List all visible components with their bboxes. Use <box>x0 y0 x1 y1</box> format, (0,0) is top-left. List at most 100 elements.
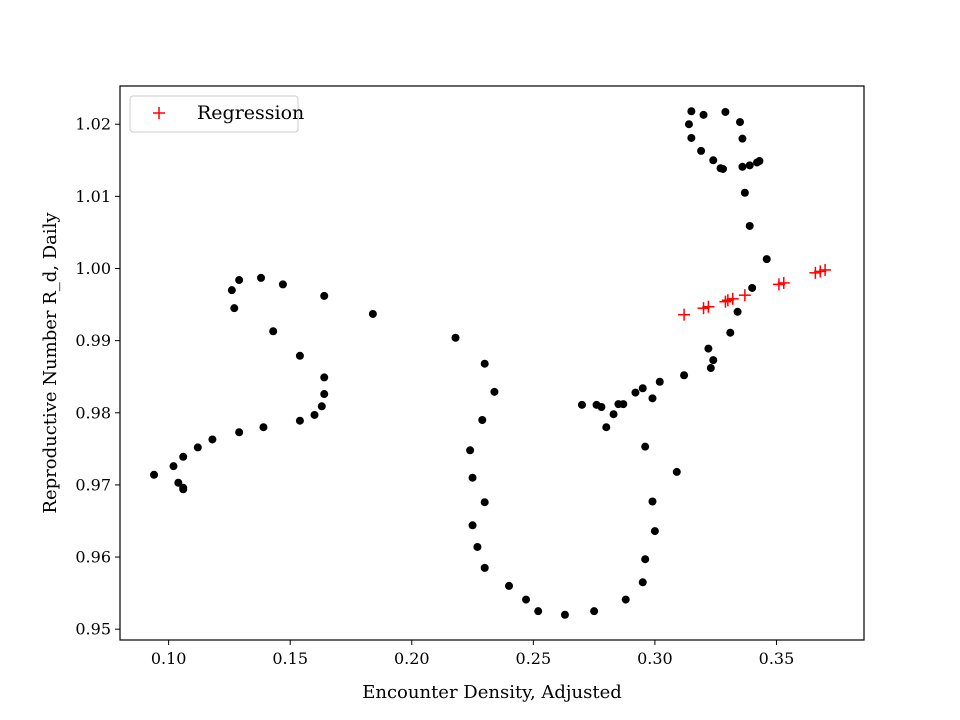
x-tick-label: 0.15 <box>272 649 308 668</box>
data-point <box>699 110 708 119</box>
data-point <box>480 359 489 368</box>
y-tick-label: 1.01 <box>75 187 111 206</box>
data-point <box>745 221 754 230</box>
regression-point <box>814 265 827 278</box>
regression-point <box>819 263 832 276</box>
data-point <box>278 280 287 289</box>
data-point <box>560 610 569 619</box>
data-point <box>478 415 487 424</box>
data-point <box>762 255 771 264</box>
data-point <box>320 373 329 382</box>
x-axis: 0.10 0.15 0.20 0.25 0.30 0.35 <box>151 640 794 668</box>
data-point <box>738 134 747 143</box>
data-point <box>193 443 202 452</box>
data-point <box>738 162 747 171</box>
data-point <box>295 351 304 360</box>
data-point <box>621 595 630 604</box>
data-point <box>641 555 650 564</box>
data-point <box>468 473 477 482</box>
y-axis-label: Reproductive Number R_d, Daily <box>40 212 61 514</box>
regression-point <box>697 302 710 315</box>
data-point <box>208 435 217 444</box>
data-point <box>169 462 178 471</box>
data-point <box>748 283 757 292</box>
data-point <box>709 156 718 165</box>
data-point <box>672 467 681 476</box>
legend-marker-regression <box>153 107 165 119</box>
regression-point <box>772 278 785 291</box>
data-point <box>230 304 239 313</box>
data-point <box>179 483 188 492</box>
data-point <box>320 390 329 399</box>
data-point <box>227 286 236 295</box>
data-point <box>577 400 586 409</box>
data-point <box>706 364 715 373</box>
y-axis: 0.95 0.96 0.97 0.98 0.99 1.00 1.01 1.02 <box>75 115 120 639</box>
y-tick-label: 0.96 <box>75 548 111 567</box>
data-point <box>709 356 718 365</box>
data-point <box>592 400 601 409</box>
data-point <box>687 107 696 116</box>
series-0 <box>150 107 771 619</box>
data-point <box>755 157 764 166</box>
data-point <box>590 607 599 616</box>
y-tick-label: 0.99 <box>75 331 111 350</box>
x-tick-label: 0.10 <box>151 649 187 668</box>
data-point <box>655 377 664 386</box>
data-point <box>473 542 482 551</box>
data-point <box>522 595 531 604</box>
regression-point <box>702 300 715 313</box>
x-tick-label: 0.20 <box>394 649 430 668</box>
plot-marks <box>150 107 832 619</box>
data-point <box>641 442 650 451</box>
data-point <box>310 410 319 419</box>
data-point <box>235 276 244 285</box>
data-point <box>736 118 744 127</box>
data-point <box>505 581 514 590</box>
regression-point <box>719 295 732 308</box>
data-point <box>614 400 623 409</box>
y-tick-label: 0.95 <box>75 620 111 639</box>
data-point <box>740 188 749 197</box>
data-point <box>317 402 326 411</box>
regression-point <box>809 266 822 279</box>
data-point <box>718 164 727 173</box>
data-point <box>150 470 159 479</box>
legend: Regression <box>129 95 304 133</box>
data-point <box>704 344 713 353</box>
x-tick-label: 0.25 <box>516 649 552 668</box>
data-point <box>638 384 647 393</box>
data-point <box>480 563 489 572</box>
plot-frame <box>119 85 865 641</box>
legend-box <box>129 95 299 133</box>
y-tick-label: 1.00 <box>75 259 111 278</box>
y-tick-label: 0.98 <box>75 403 111 422</box>
data-point <box>602 423 611 432</box>
data-point <box>631 388 640 397</box>
regression-point <box>777 276 790 289</box>
data-point <box>490 387 499 396</box>
data-point <box>480 498 489 507</box>
data-point <box>650 527 659 536</box>
regression-point <box>726 292 739 305</box>
data-point <box>235 428 244 437</box>
regression-point <box>721 294 734 307</box>
data-point <box>684 120 693 129</box>
data-point <box>721 107 730 116</box>
data-point <box>609 410 618 419</box>
x-axis-label: Encounter Density, Adjusted <box>362 682 622 703</box>
data-point <box>648 497 657 506</box>
data-point <box>726 328 735 337</box>
data-point <box>320 291 329 300</box>
x-tick-label: 0.35 <box>759 649 795 668</box>
data-point <box>745 161 754 170</box>
data-point <box>368 309 377 318</box>
data-point <box>295 416 304 425</box>
data-point <box>259 423 268 432</box>
data-point <box>468 521 477 530</box>
data-point <box>179 452 188 461</box>
data-point <box>697 146 706 155</box>
data-point <box>269 327 278 336</box>
y-tick-label: 1.02 <box>75 115 111 134</box>
